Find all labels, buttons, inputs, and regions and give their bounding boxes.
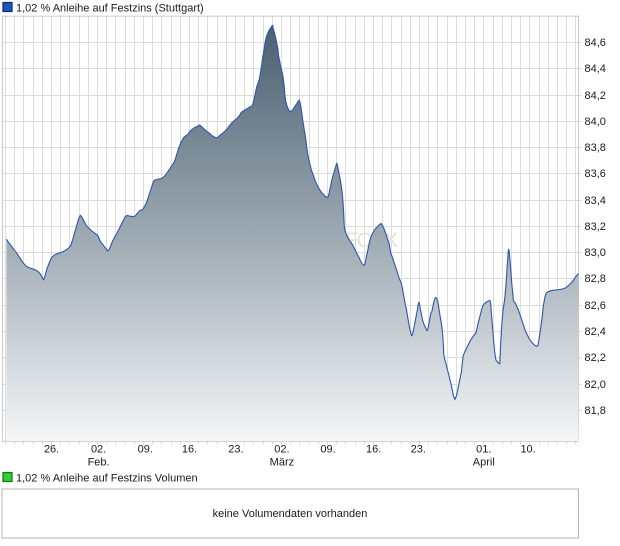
svg-text:02.: 02. xyxy=(91,444,106,456)
svg-text:82,8: 82,8 xyxy=(585,273,606,285)
svg-text:09.: 09. xyxy=(138,444,153,456)
svg-text:83,6: 83,6 xyxy=(585,168,606,180)
svg-text:1,02 % Anleihe auf Festzins (S: 1,02 % Anleihe auf Festzins (Stuttgart) xyxy=(16,3,204,15)
svg-text:1,02 % Anleihe auf Festzins Vo: 1,02 % Anleihe auf Festzins Volumen xyxy=(16,473,198,485)
svg-text:26.: 26. xyxy=(44,444,59,456)
svg-text:82,6: 82,6 xyxy=(585,300,606,312)
svg-text:83,2: 83,2 xyxy=(585,221,606,233)
svg-text:84,0: 84,0 xyxy=(585,116,606,128)
svg-text:09.: 09. xyxy=(320,444,335,456)
svg-text:23.: 23. xyxy=(228,444,243,456)
svg-text:83,0: 83,0 xyxy=(585,247,606,259)
svg-text:82,2: 82,2 xyxy=(585,352,606,364)
svg-text:16.: 16. xyxy=(366,444,381,456)
svg-text:10.: 10. xyxy=(520,444,535,456)
svg-text:84,4: 84,4 xyxy=(585,63,606,75)
svg-text:82,4: 82,4 xyxy=(585,326,606,338)
svg-text:C: C xyxy=(357,229,372,252)
svg-text:84,2: 84,2 xyxy=(585,90,606,102)
svg-text:April: April xyxy=(473,457,495,469)
svg-text:02.: 02. xyxy=(274,444,289,456)
svg-text:keine Volumendaten vorhanden: keine Volumendaten vorhanden xyxy=(213,508,368,520)
svg-text:81,8: 81,8 xyxy=(585,405,606,417)
svg-text:01.: 01. xyxy=(476,444,491,456)
svg-text:23.: 23. xyxy=(411,444,426,456)
svg-text:83,8: 83,8 xyxy=(585,142,606,154)
svg-text:März: März xyxy=(270,457,294,469)
svg-text:84,6: 84,6 xyxy=(585,37,606,49)
svg-text:83,4: 83,4 xyxy=(585,195,606,207)
svg-text:82,0: 82,0 xyxy=(585,379,606,391)
svg-text:Feb.: Feb. xyxy=(88,457,110,469)
svg-text:16.: 16. xyxy=(182,444,197,456)
